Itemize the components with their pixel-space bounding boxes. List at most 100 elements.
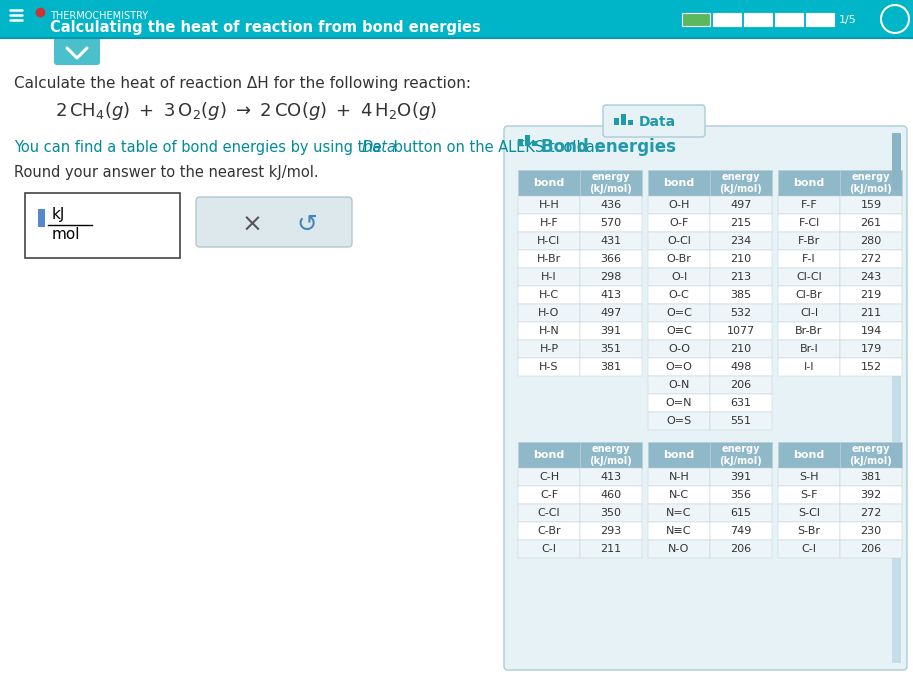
Bar bbox=[710, 540, 772, 558]
Bar bbox=[518, 268, 580, 286]
Text: 497: 497 bbox=[601, 308, 622, 318]
Bar bbox=[580, 170, 642, 196]
Bar bbox=[525, 135, 530, 146]
Text: 194: 194 bbox=[860, 326, 882, 336]
Text: 234: 234 bbox=[730, 236, 751, 246]
Text: O-I: O-I bbox=[671, 272, 687, 282]
Bar bbox=[710, 340, 772, 358]
Bar bbox=[580, 250, 642, 268]
Bar bbox=[25, 193, 180, 258]
Bar bbox=[580, 522, 642, 540]
Bar bbox=[778, 442, 840, 468]
Bar bbox=[840, 232, 902, 250]
Text: 219: 219 bbox=[860, 290, 882, 300]
Bar bbox=[778, 522, 840, 540]
Text: $2\,\mathrm{CH_4}(g)\ +\ 3\,\mathrm{O_2}(g)\ \rightarrow\ 2\,\mathrm{CO}(g)\ +\ : $2\,\mathrm{CH_4}(g)\ +\ 3\,\mathrm{O_2}… bbox=[55, 100, 437, 122]
Bar bbox=[648, 486, 710, 504]
Bar bbox=[518, 304, 580, 322]
Text: O-N: O-N bbox=[668, 380, 689, 390]
Bar bbox=[778, 358, 840, 376]
Text: H-N: H-N bbox=[539, 326, 560, 336]
Text: button on the ALEKS toolbar.: button on the ALEKS toolbar. bbox=[389, 140, 604, 155]
Text: energy
(kJ/mol): energy (kJ/mol) bbox=[590, 444, 633, 466]
Text: Data: Data bbox=[639, 115, 677, 129]
Bar bbox=[648, 214, 710, 232]
Text: S-F: S-F bbox=[801, 490, 818, 500]
Bar bbox=[648, 170, 710, 196]
Text: Round your answer to the nearest kJ/mol.: Round your answer to the nearest kJ/mol. bbox=[14, 165, 319, 180]
Text: H-C: H-C bbox=[539, 290, 559, 300]
Bar bbox=[778, 250, 840, 268]
Text: 230: 230 bbox=[860, 526, 882, 536]
Text: 356: 356 bbox=[730, 490, 751, 500]
Bar bbox=[38, 209, 45, 227]
Bar bbox=[840, 304, 902, 322]
Text: 1077: 1077 bbox=[727, 326, 755, 336]
Text: S-H: S-H bbox=[799, 472, 819, 482]
FancyBboxPatch shape bbox=[892, 133, 901, 190]
Bar bbox=[840, 322, 902, 340]
Text: C-Br: C-Br bbox=[537, 526, 561, 536]
Text: 497: 497 bbox=[730, 200, 751, 210]
Bar bbox=[710, 486, 772, 504]
Text: energy
(kJ/mol): energy (kJ/mol) bbox=[590, 172, 633, 194]
Text: H-P: H-P bbox=[540, 344, 559, 354]
Bar bbox=[0, 0, 913, 38]
Bar bbox=[840, 340, 902, 358]
Bar bbox=[518, 250, 580, 268]
Text: 210: 210 bbox=[730, 254, 751, 264]
Bar bbox=[710, 232, 772, 250]
FancyBboxPatch shape bbox=[54, 37, 100, 65]
Bar bbox=[710, 286, 772, 304]
Text: Cl-I: Cl-I bbox=[800, 308, 818, 318]
Text: H-I: H-I bbox=[541, 272, 557, 282]
Bar bbox=[682, 13, 710, 26]
Bar bbox=[614, 118, 619, 125]
Bar bbox=[580, 540, 642, 558]
Text: Cl-Cl: Cl-Cl bbox=[796, 272, 822, 282]
Bar bbox=[775, 13, 803, 26]
Text: 298: 298 bbox=[601, 272, 622, 282]
Text: F-Cl: F-Cl bbox=[798, 218, 820, 228]
Bar bbox=[778, 196, 840, 214]
Bar bbox=[710, 268, 772, 286]
Bar bbox=[710, 358, 772, 376]
Text: ×: × bbox=[242, 213, 263, 237]
Text: N-H: N-H bbox=[668, 472, 689, 482]
Bar bbox=[518, 139, 523, 146]
Text: S-Cl: S-Cl bbox=[798, 508, 820, 518]
Text: 206: 206 bbox=[730, 380, 751, 390]
Bar bbox=[518, 486, 580, 504]
Text: 213: 213 bbox=[730, 272, 751, 282]
Text: H-Br: H-Br bbox=[537, 254, 561, 264]
Text: O-Br: O-Br bbox=[666, 254, 691, 264]
Text: 1/5: 1/5 bbox=[839, 15, 856, 24]
Text: 532: 532 bbox=[730, 308, 751, 318]
Bar bbox=[648, 232, 710, 250]
Text: 392: 392 bbox=[860, 490, 882, 500]
Text: 551: 551 bbox=[730, 416, 751, 426]
Text: C-Cl: C-Cl bbox=[538, 508, 561, 518]
Bar bbox=[580, 504, 642, 522]
Bar bbox=[710, 304, 772, 322]
Bar bbox=[518, 468, 580, 486]
Text: 498: 498 bbox=[730, 362, 751, 372]
Text: 243: 243 bbox=[860, 272, 882, 282]
Bar bbox=[744, 13, 772, 26]
Text: 280: 280 bbox=[860, 236, 882, 246]
Bar bbox=[710, 214, 772, 232]
Text: H-H: H-H bbox=[539, 200, 560, 210]
Bar bbox=[778, 286, 840, 304]
Bar bbox=[840, 268, 902, 286]
Bar bbox=[778, 340, 840, 358]
Text: N-C: N-C bbox=[669, 490, 689, 500]
Bar bbox=[710, 522, 772, 540]
Bar bbox=[778, 214, 840, 232]
Text: N=C: N=C bbox=[666, 508, 692, 518]
Bar bbox=[518, 340, 580, 358]
Text: O-H: O-H bbox=[668, 200, 689, 210]
Text: 413: 413 bbox=[601, 290, 622, 300]
Text: H-O: H-O bbox=[539, 308, 560, 318]
Text: Br-Br: Br-Br bbox=[795, 326, 823, 336]
Text: bond: bond bbox=[793, 178, 824, 188]
